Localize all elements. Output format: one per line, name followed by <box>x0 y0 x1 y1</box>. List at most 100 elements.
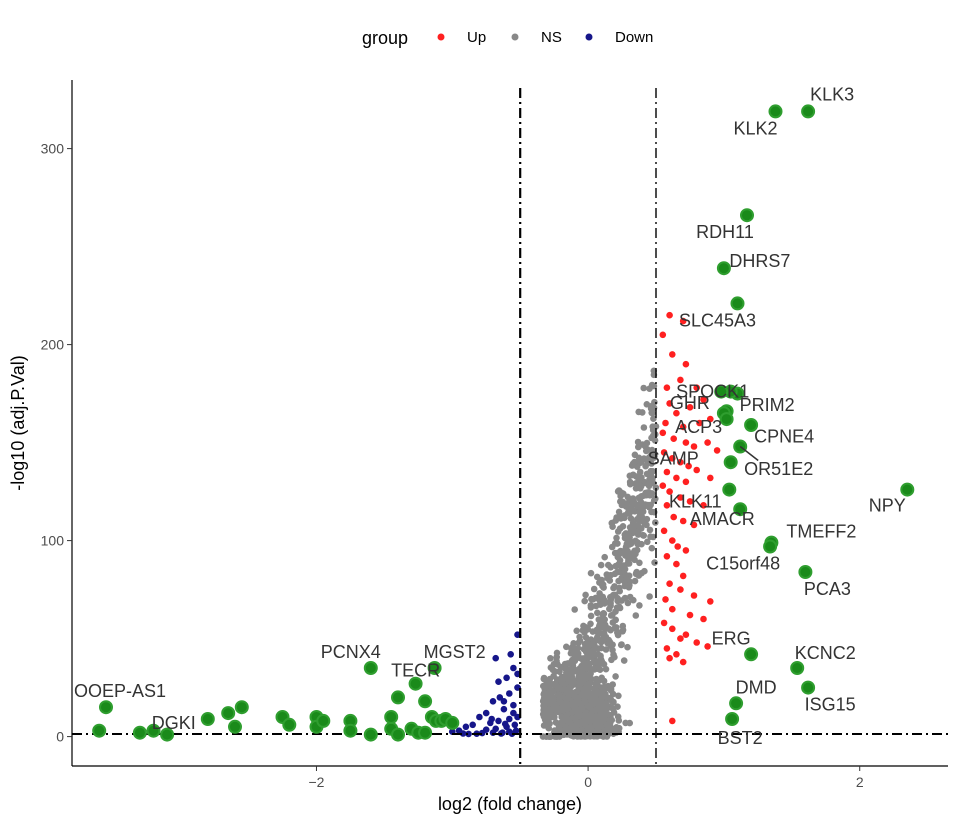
ns-point <box>561 685 569 693</box>
ns-point <box>592 602 600 610</box>
legend-label-up: Up <box>467 29 486 46</box>
up-point <box>713 447 721 454</box>
ns-point <box>601 600 608 607</box>
ns-point <box>614 528 622 535</box>
ns-point <box>611 549 619 557</box>
ns-point <box>564 694 572 702</box>
up-point <box>659 429 667 437</box>
up-point <box>677 586 684 593</box>
highlighted-point-isg15 <box>801 680 816 695</box>
ns-point <box>620 657 628 664</box>
ns-point <box>596 590 603 597</box>
ns-point <box>593 696 600 704</box>
ns-point <box>595 705 602 713</box>
ns-point <box>570 640 577 647</box>
gene-label-isg15: ISG15 <box>805 695 856 715</box>
gene-label-klk11: KLK11 <box>669 492 722 512</box>
up-point <box>686 404 694 411</box>
ns-point <box>616 584 623 592</box>
up-point <box>673 651 680 658</box>
down-point <box>482 709 490 717</box>
up-point <box>669 717 676 725</box>
ns-point <box>566 719 574 726</box>
gene-label-pca3: PCA3 <box>804 579 851 599</box>
up-point <box>669 625 676 633</box>
ns-point <box>639 531 647 539</box>
ns-point <box>556 685 564 692</box>
down-point <box>489 698 497 705</box>
ns-point <box>617 641 625 649</box>
ns-point <box>563 702 571 710</box>
up-point <box>690 521 698 529</box>
highlighted-point-acp3 <box>719 412 734 427</box>
ns-point <box>650 415 657 423</box>
ns-point <box>605 561 612 569</box>
gene-label-klk3: KLK3 <box>810 84 854 104</box>
gene-label-dhrs7: DHRS7 <box>729 251 790 271</box>
ns-point <box>584 625 591 632</box>
ns-point <box>587 694 595 702</box>
down-point <box>506 715 513 723</box>
gene-label-ooep-as1: OOEP-AS1 <box>74 681 166 701</box>
ns-point <box>642 489 649 497</box>
ns-point <box>547 706 555 714</box>
ns-point <box>547 664 555 671</box>
ns-point <box>556 697 563 705</box>
ns-point <box>547 655 554 662</box>
ns-point <box>612 616 619 624</box>
ns-point <box>649 426 657 434</box>
ns-point <box>551 727 558 734</box>
up-point <box>669 605 676 613</box>
ns-point <box>570 650 577 657</box>
ns-point <box>545 724 552 732</box>
highlighted-point <box>146 723 161 738</box>
ns-point <box>596 660 603 667</box>
ns-point <box>624 599 632 607</box>
up-point <box>669 455 676 462</box>
ns-point <box>637 511 645 518</box>
up-point <box>693 639 700 646</box>
highlighted-point-pcnx4 <box>363 661 378 675</box>
ns-point <box>589 596 597 603</box>
gene-label-spock1: SPOCK1 <box>676 382 749 402</box>
y-tick-label: 0 <box>56 729 64 745</box>
ns-point <box>642 447 650 455</box>
ns-point <box>646 593 653 600</box>
ns-point <box>636 473 643 481</box>
down-point <box>500 698 508 705</box>
up-point <box>682 360 690 368</box>
ns-point <box>644 459 652 467</box>
ns-point <box>648 404 655 411</box>
ns-point <box>560 675 567 682</box>
ns-point <box>606 577 614 584</box>
gene-label-samp: SAMP <box>648 449 699 469</box>
ns-point <box>641 567 648 575</box>
up-point <box>707 415 714 423</box>
ns-point <box>632 612 640 619</box>
ns-point <box>562 665 570 673</box>
highlighted-point-dgki <box>200 712 215 726</box>
gene-label-slc45a3: SLC45A3 <box>679 310 756 330</box>
up-points-layer <box>659 311 721 725</box>
ns-point <box>651 559 658 566</box>
ns-point <box>544 713 552 721</box>
up-point <box>704 439 711 446</box>
ns-point <box>587 602 595 609</box>
ns-point <box>589 728 597 735</box>
highlighted-point <box>92 723 107 738</box>
up-point <box>677 494 684 501</box>
highlighted-point-tecr <box>408 676 423 691</box>
ns-point <box>600 635 608 643</box>
up-point <box>682 439 690 446</box>
ns-point <box>636 559 643 567</box>
down-point <box>462 723 470 731</box>
ns-point <box>613 534 620 542</box>
ns-point <box>629 507 636 515</box>
highlighted-point-or51e2 <box>723 455 738 470</box>
highlighted-point <box>282 717 297 732</box>
down-point <box>465 730 472 738</box>
up-point <box>679 517 687 525</box>
ns-point <box>609 523 616 530</box>
ns-point <box>570 645 578 652</box>
ns-point <box>631 556 638 564</box>
